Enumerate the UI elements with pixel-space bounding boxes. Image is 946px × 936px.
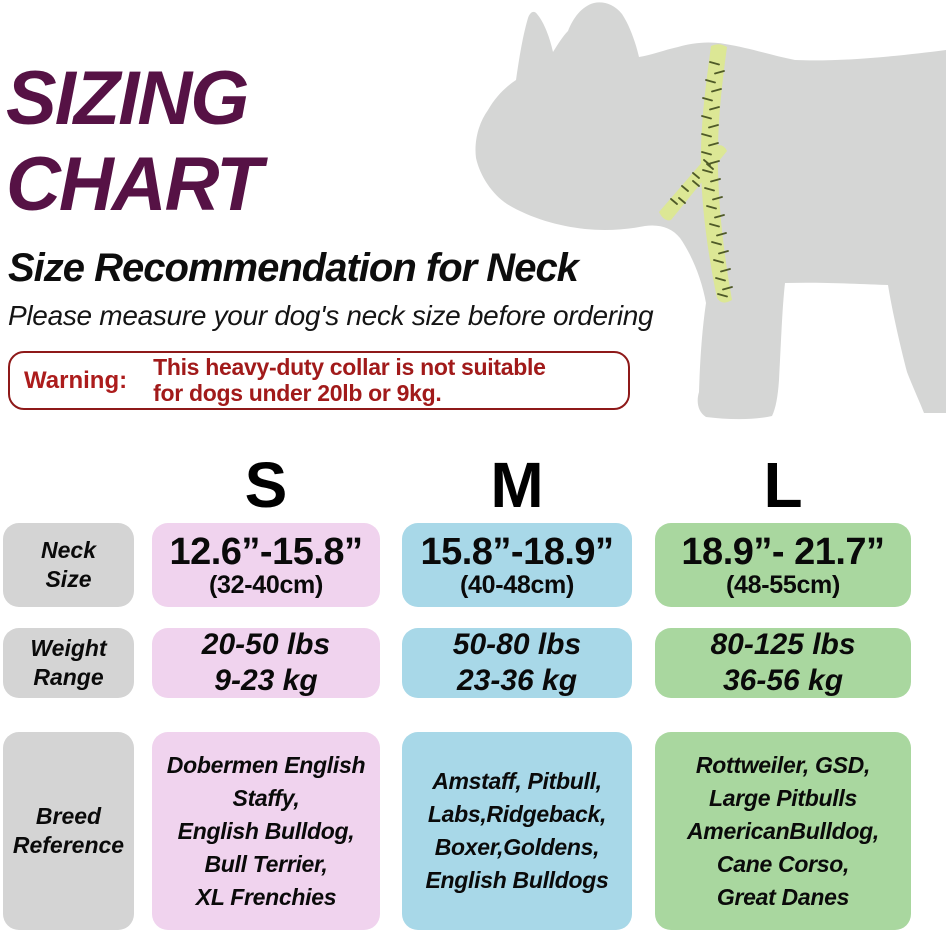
neck-size-cm: (32-40cm) [208,570,324,599]
neck-size-inches: 18.9”- 21.7” [681,530,885,573]
weight-range-text: 20-50 lbs 9-23 kg [201,628,331,697]
measuring-tape [659,44,733,303]
warning-box: Warning: This heavy-duty collar is not s… [8,351,630,410]
neck-size-cm: (40-48cm) [459,570,575,599]
row-label-text: Neck Size [41,537,96,592]
neck-size-inches: 12.6”-15.8” [169,530,363,573]
neck-size-cell-m: 15.8”-18.9” (40-48cm) [402,523,632,607]
breed-list: Dobermen English Staffy, English Bulldog… [166,751,366,910]
weight-range-cell-s: 20-50 lbs 9-23 kg [152,628,380,698]
neck-size-cell-l: 18.9”- 21.7” (48-55cm) [655,523,911,607]
subtitle: Size Recommendation for Neck [8,246,579,290]
row-label-breed-reference: Breed Reference [3,732,134,930]
neck-size-cell-s: 12.6”-15.8” (32-40cm) [152,523,380,607]
neck-size-inches: 15.8”-18.9” [420,530,614,573]
weight-range-cell-m: 50-80 lbs 23-36 kg [402,628,632,698]
breed-list: Rottweiler, GSD, Large Pitbulls American… [686,751,879,910]
breed-reference-cell-s: Dobermen English Staffy, English Bulldog… [152,732,380,930]
column-header-m: M [490,449,544,521]
breed-reference-cell-l: Rottweiler, GSD, Large Pitbulls American… [655,732,911,930]
breed-reference-cell-m: Amstaff, Pitbull, Labs,Ridgeback, Boxer,… [402,732,632,930]
breed-list: Amstaff, Pitbull, Labs,Ridgeback, Boxer,… [425,768,609,893]
row-label-neck-size: Neck Size [3,523,134,607]
weight-range-text: 50-80 lbs 23-36 kg [452,628,582,697]
row-label-text: Weight Range [30,635,107,690]
warning-message: This heavy-duty collar is not suitable f… [153,353,546,406]
warning-label: Warning: [24,366,128,394]
weight-range-text: 80-125 lbs 36-56 kg [710,628,856,697]
weight-range-cell-l: 80-125 lbs 36-56 kg [655,628,911,698]
row-label-weight-range: Weight Range [3,628,134,698]
measuring-tape-tick-marks [670,61,733,298]
measuring-tape-strip [700,44,732,303]
page-title: SIZING CHART [6,56,263,227]
dog-silhouette-with-measuring-tape-illustration [475,2,946,420]
neck-size-cm: (48-55cm) [725,570,841,599]
column-header-s: S [244,449,288,521]
measure-note: Please measure your dog's neck size befo… [8,300,654,331]
row-label-text: Breed Reference [12,803,125,858]
column-header-l: L [763,449,803,521]
